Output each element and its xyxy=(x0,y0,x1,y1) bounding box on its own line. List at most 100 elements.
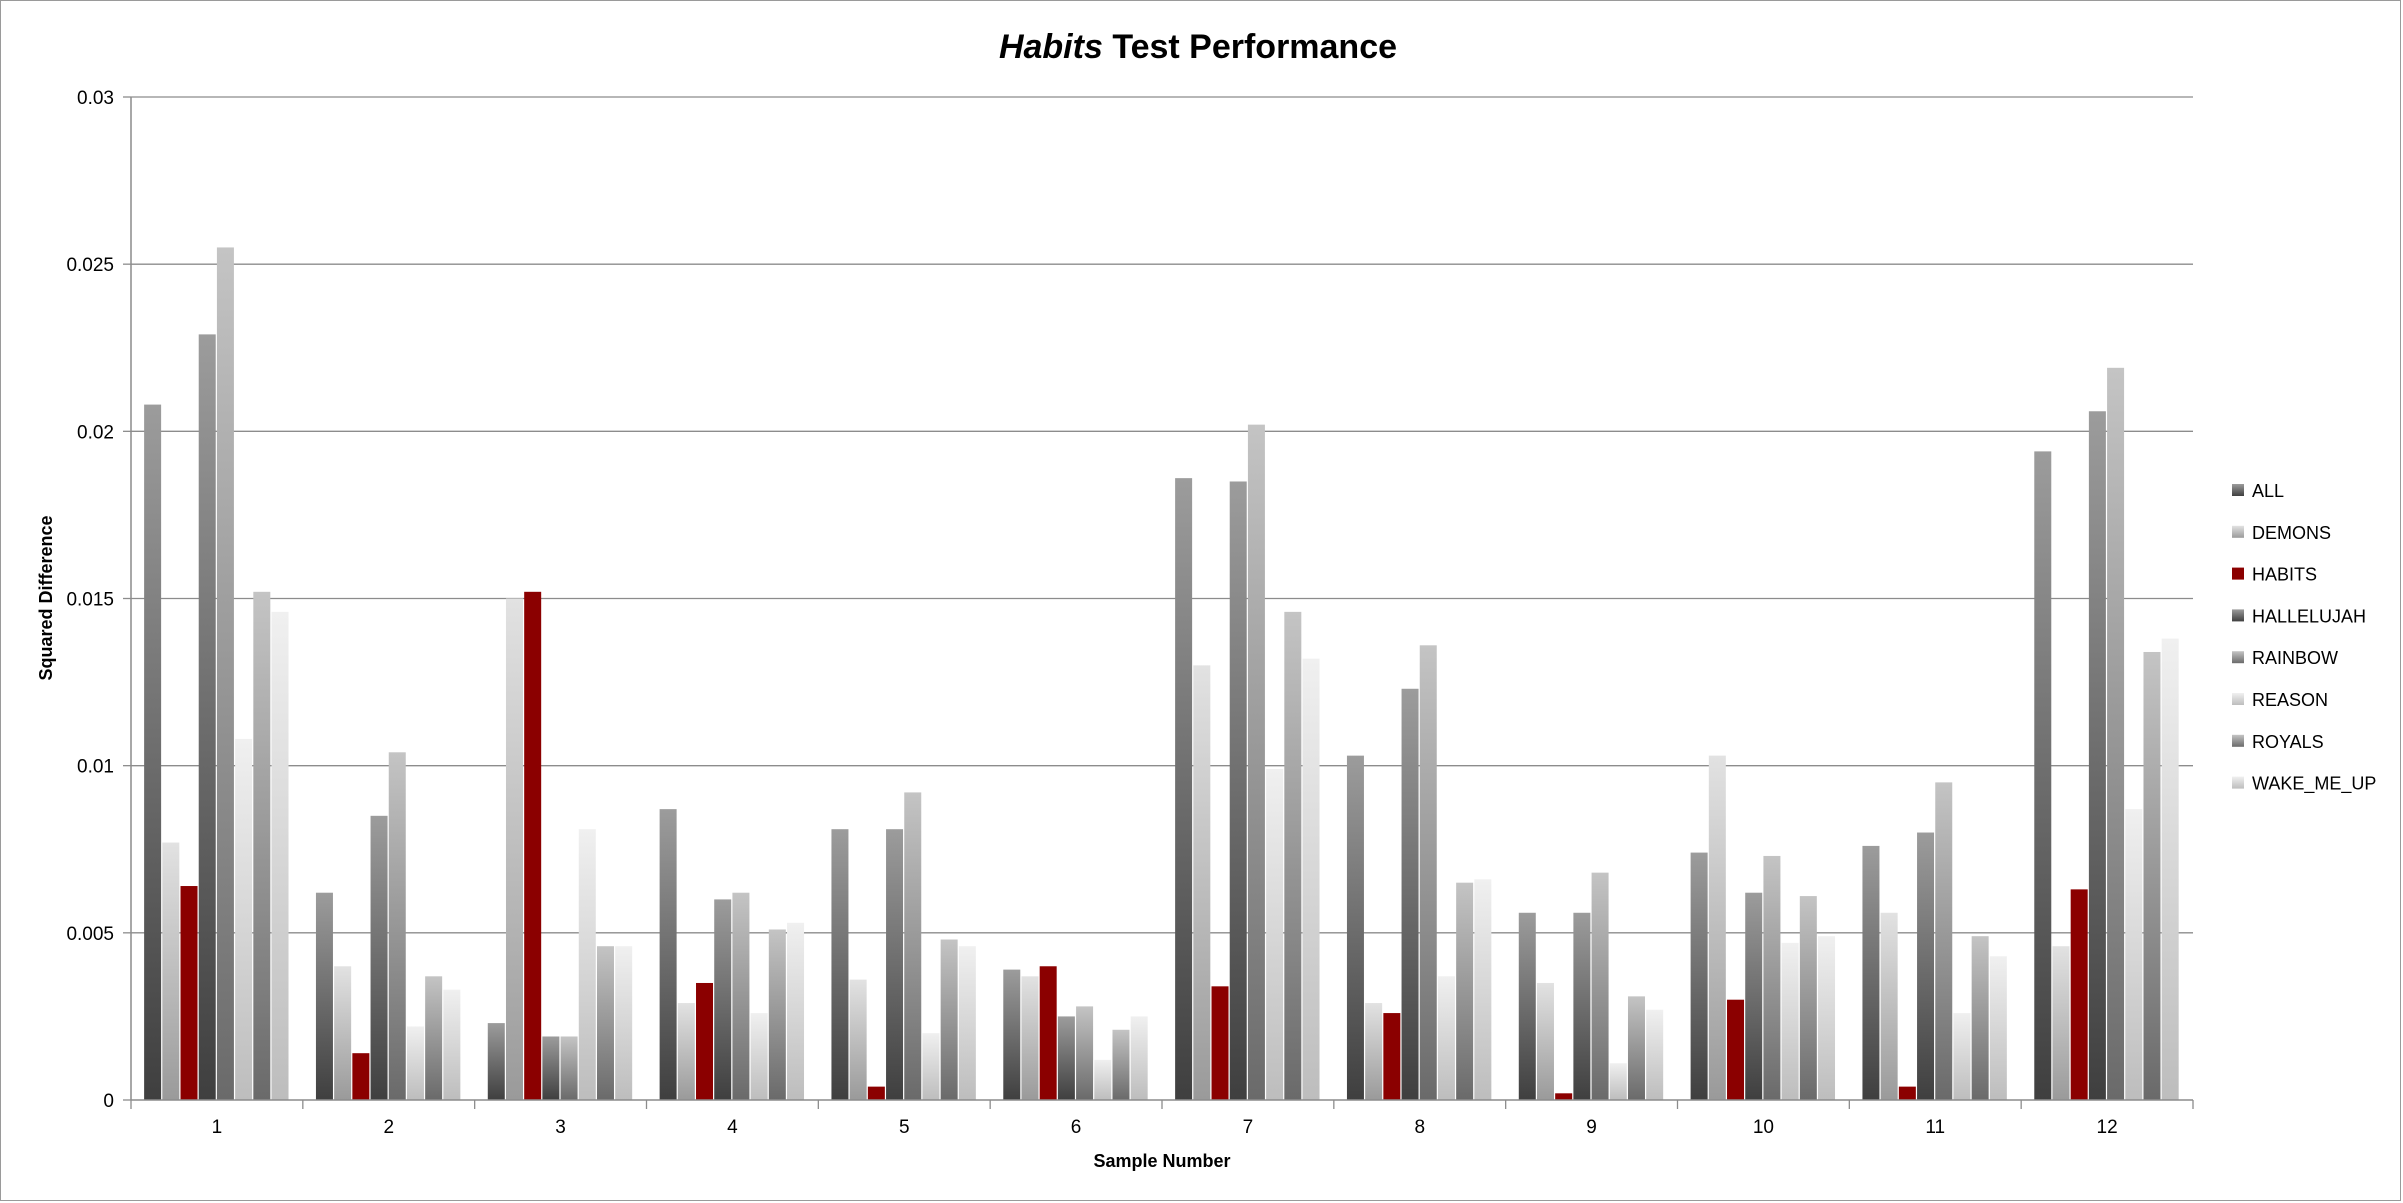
legend-label: REASON xyxy=(2252,690,2328,710)
bar-hallelujah-1 xyxy=(198,334,216,1100)
bar-demons-2 xyxy=(334,966,352,1100)
bar-habits-3 xyxy=(524,591,542,1100)
bar-wake-me-up-6 xyxy=(1130,1016,1148,1100)
y-tick-label: 0.005 xyxy=(66,924,114,945)
bar-royals-9 xyxy=(1627,996,1645,1100)
bar-habits-12 xyxy=(2070,889,2088,1100)
legend-item-wake-me-up: WAKE_ME_UP xyxy=(2232,774,2376,795)
bar-royals-10 xyxy=(1799,896,1817,1100)
bar-group-10 xyxy=(1690,755,1836,1100)
bar-group-12 xyxy=(2034,367,2179,1100)
bar-reason-10 xyxy=(1781,942,1799,1100)
bar-hallelujah-11 xyxy=(1917,832,1935,1100)
bar-rainbow-5 xyxy=(904,792,922,1100)
bar-group-7 xyxy=(1175,424,1320,1101)
bar-royals-8 xyxy=(1456,882,1474,1100)
bar-habits-10 xyxy=(1727,999,1745,1100)
bar-wake-me-up-7 xyxy=(1302,658,1320,1100)
bar-hallelujah-9 xyxy=(1573,912,1591,1100)
legend-item-royals: ROYALS xyxy=(2232,732,2324,752)
legend-label: RAINBOW xyxy=(2252,648,2338,668)
x-tick-label: 12 xyxy=(2097,1117,2118,1138)
bar-rainbow-3 xyxy=(560,1036,578,1100)
bar-group-4 xyxy=(659,809,805,1100)
bar-rainbow-2 xyxy=(388,752,406,1100)
bar-hallelujah-8 xyxy=(1401,688,1419,1100)
bar-hallelujah-4 xyxy=(714,899,732,1100)
y-tick-label: 0.015 xyxy=(66,590,114,611)
x-tick-label: 5 xyxy=(899,1117,910,1138)
bar-reason-9 xyxy=(1609,1063,1627,1100)
y-axis-label: Squared Difference xyxy=(36,515,56,680)
bar-wake-me-up-1 xyxy=(271,611,289,1100)
bar-demons-12 xyxy=(2052,946,2070,1100)
legend-item-demons: DEMONS xyxy=(2232,523,2331,543)
x-tick-label: 3 xyxy=(555,1117,566,1138)
bar-all-6 xyxy=(1003,969,1021,1100)
bar-reason-3 xyxy=(578,829,596,1100)
legend-item-all: ALL xyxy=(2232,481,2284,501)
bar-reason-11 xyxy=(1953,1013,1971,1100)
bar-rainbow-7 xyxy=(1247,424,1265,1100)
bar-wake-me-up-4 xyxy=(787,922,805,1100)
gridlines xyxy=(123,96,2193,1101)
bar-reason-1 xyxy=(235,738,253,1100)
bar-demons-1 xyxy=(162,842,180,1100)
bar-habits-6 xyxy=(1039,966,1057,1100)
bar-all-10 xyxy=(1690,852,1708,1100)
bar-habits-7 xyxy=(1211,986,1229,1100)
bar-group-2 xyxy=(315,752,461,1100)
bar-habits-2 xyxy=(352,1053,370,1100)
legend-swatch xyxy=(2232,567,2244,580)
bar-group-8 xyxy=(1346,645,1492,1100)
legend-item-rainbow: RAINBOW xyxy=(2232,648,2338,668)
bar-group-11 xyxy=(1862,782,2007,1100)
x-tick-label: 1 xyxy=(212,1117,223,1138)
legend-swatch xyxy=(2232,734,2244,747)
legend: ALL DEMONS HABITS HALLELUJAH RAINBOW REASON RO… xyxy=(2232,481,2376,795)
legend-swatch xyxy=(2232,776,2244,789)
bar-group-9 xyxy=(1518,872,1664,1100)
bar-hallelujah-6 xyxy=(1057,1016,1075,1100)
bar-rainbow-10 xyxy=(1763,855,1781,1100)
bar-reason-5 xyxy=(922,1033,940,1100)
legend-item-habits: HABITS xyxy=(2232,565,2317,585)
legend-label: HABITS xyxy=(2252,565,2317,585)
bar-all-7 xyxy=(1175,478,1193,1100)
bar-rainbow-12 xyxy=(2107,367,2125,1100)
bar-demons-10 xyxy=(1708,755,1726,1100)
bars xyxy=(144,247,2179,1101)
bar-hallelujah-5 xyxy=(886,829,904,1100)
bar-habits-11 xyxy=(1898,1086,1916,1100)
x-tick-label: 6 xyxy=(1071,1117,1082,1138)
bar-group-1 xyxy=(144,247,289,1101)
bar-wake-me-up-10 xyxy=(1818,936,1836,1100)
bar-habits-9 xyxy=(1555,1093,1573,1100)
legend-swatch xyxy=(2232,609,2244,622)
bar-demons-7 xyxy=(1193,665,1211,1100)
legend-label: ALL xyxy=(2252,481,2284,501)
bar-reason-7 xyxy=(1266,769,1284,1100)
bar-royals-5 xyxy=(940,939,958,1100)
bar-demons-3 xyxy=(505,598,523,1100)
legend-label: ROYALS xyxy=(2252,732,2324,752)
bar-all-12 xyxy=(2034,451,2052,1100)
bar-habits-4 xyxy=(696,982,714,1100)
bar-royals-6 xyxy=(1112,1029,1130,1100)
bar-royals-11 xyxy=(1971,936,1989,1100)
bar-demons-4 xyxy=(677,1003,695,1100)
bar-all-4 xyxy=(659,809,677,1100)
bar-rainbow-1 xyxy=(216,247,234,1100)
bar-all-5 xyxy=(831,829,849,1100)
bar-reason-6 xyxy=(1094,1059,1112,1100)
bar-demons-6 xyxy=(1021,976,1039,1100)
legend-swatch xyxy=(2232,525,2244,538)
y-tick-label: 0.01 xyxy=(77,757,114,778)
bar-all-1 xyxy=(144,404,162,1101)
bar-hallelujah-7 xyxy=(1229,481,1247,1101)
bar-rainbow-11 xyxy=(1935,782,1953,1100)
bar-wake-me-up-11 xyxy=(1989,956,2007,1100)
legend-swatch xyxy=(2232,484,2244,496)
bar-group-5 xyxy=(831,792,976,1100)
chart-title-rest: Test Performance xyxy=(1103,28,1397,66)
